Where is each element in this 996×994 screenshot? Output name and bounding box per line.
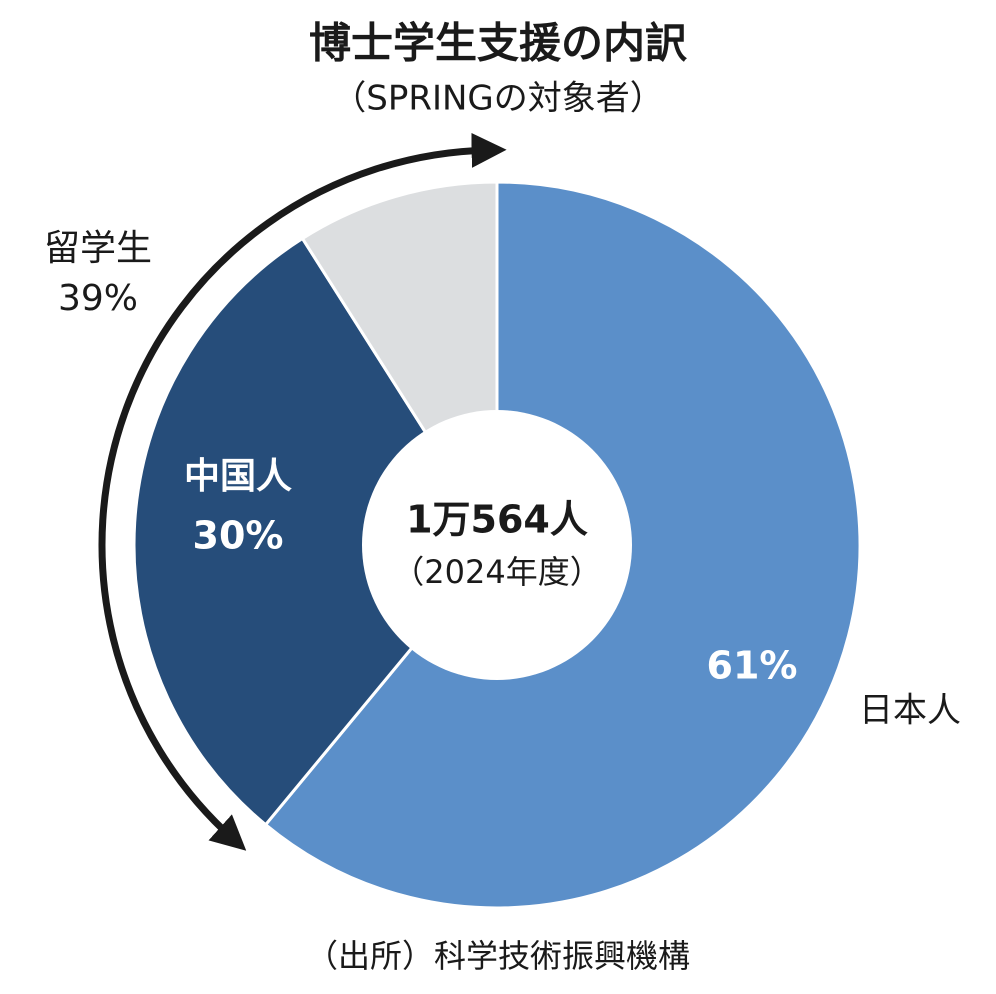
chart-subtitle: （SPRINGの対象者） — [332, 79, 664, 119]
chart-title: 博士学生支援の内訳 — [309, 19, 688, 68]
source: （出所）科学技術振興機構 — [306, 937, 690, 975]
category-label: 日本人 — [859, 691, 961, 731]
annotation-text: 留学生 — [44, 228, 152, 269]
category-label: 中国人 — [184, 456, 292, 497]
center-year: （2024年度） — [392, 553, 601, 591]
annotation-label: 39% — [58, 278, 138, 319]
center-total: 1万564人 — [406, 498, 588, 542]
donut-hole — [362, 410, 632, 680]
value-label: 61% — [707, 644, 798, 688]
value-label: 30% — [193, 514, 284, 558]
annotation-arc — [98, 132, 507, 851]
